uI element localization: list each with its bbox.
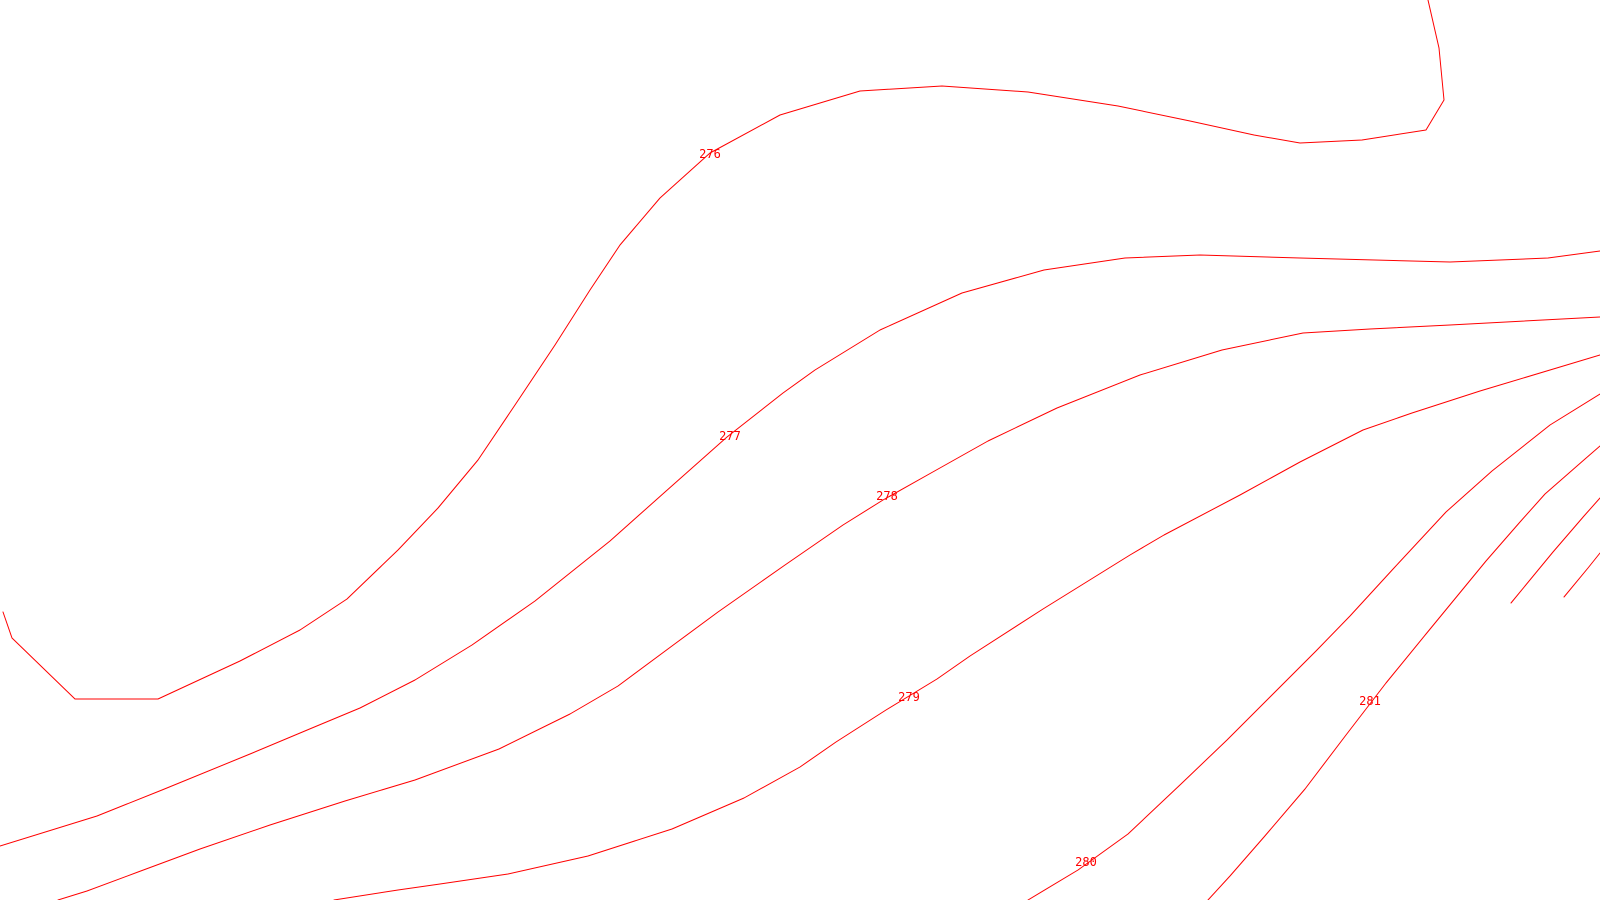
contour-line-276 xyxy=(2,0,1445,700)
contour-label-279: 279 xyxy=(898,690,920,704)
contour-line-277 xyxy=(0,250,1600,847)
contour-segment-1 xyxy=(1510,497,1600,604)
contour-line-278 xyxy=(57,316,1600,900)
contour-segment-2 xyxy=(1563,552,1600,598)
contour-label-278: 278 xyxy=(876,489,898,503)
contour-line-280 xyxy=(1027,393,1600,900)
contour-label-281: 281 xyxy=(1359,694,1381,708)
contour-line-279 xyxy=(333,354,1600,900)
contour-label-280: 280 xyxy=(1075,855,1097,869)
contour-line-281 xyxy=(1207,445,1600,900)
contour-label-277: 277 xyxy=(719,429,741,443)
contour-label-276: 276 xyxy=(699,147,721,161)
